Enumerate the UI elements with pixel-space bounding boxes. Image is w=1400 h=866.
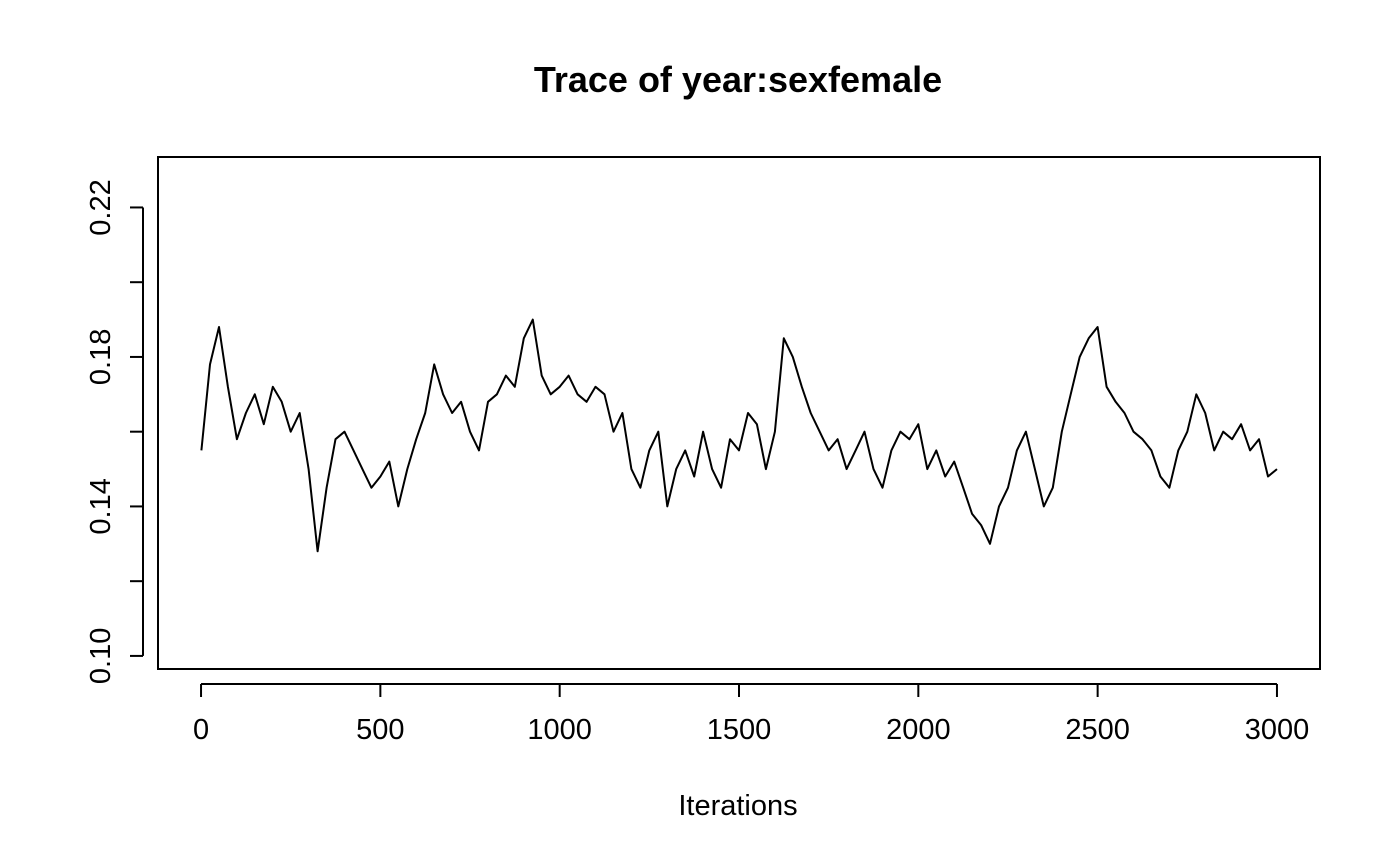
x-tick-label: 3000 [1245, 714, 1310, 746]
x-axis-title: Iterations [678, 790, 797, 822]
y-tick-label: 0.22 [85, 179, 117, 235]
y-tick-label: 0.14 [85, 478, 117, 534]
x-tick-label: 500 [356, 714, 404, 746]
trace-layer [200, 318, 1278, 553]
x-axis: 0 500 1000 1500 2000 2500 3000 [193, 683, 1310, 746]
trace-line-0 [200, 318, 1278, 553]
y-tick-label: 0.10 [85, 628, 117, 684]
x-tick-label: 2000 [886, 714, 951, 746]
x-tick-label: 1500 [707, 714, 772, 746]
x-tick-label: 2500 [1065, 714, 1130, 746]
x-tick-label: 0 [193, 714, 209, 746]
x-tick-label: 1000 [527, 714, 592, 746]
y-tick-label: 0.18 [85, 329, 117, 385]
plot-frame [157, 156, 1321, 670]
chart-title: Trace of year:sexfemale [534, 59, 942, 100]
y-axis: 0.10 0.14 0.18 0.22 [85, 179, 144, 684]
